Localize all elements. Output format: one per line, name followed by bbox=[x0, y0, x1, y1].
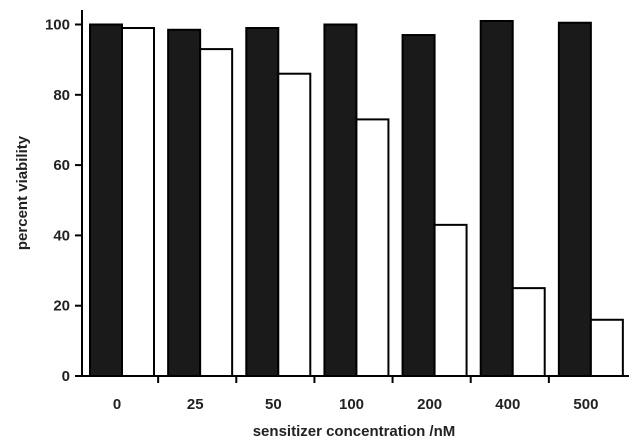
axes-layer bbox=[81, 10, 629, 377]
y-tick-label: 0 bbox=[62, 368, 70, 385]
bar-0-filled bbox=[89, 23, 123, 377]
bar-500-filled bbox=[557, 21, 592, 378]
bar-50-filled bbox=[245, 27, 280, 377]
x-tick-label-100: 100 bbox=[339, 396, 364, 413]
x-tick-label-25: 25 bbox=[187, 396, 204, 413]
bar-400-open bbox=[511, 287, 546, 377]
x-tick-label-200: 200 bbox=[417, 396, 442, 413]
y-tick-label: 80 bbox=[53, 87, 70, 104]
x-tick-label-0: 0 bbox=[113, 396, 121, 413]
bar-100-filled bbox=[323, 23, 358, 377]
y-ticks-layer: 0 20 40 60 80 100 bbox=[45, 17, 82, 385]
bar-500-open bbox=[589, 318, 624, 378]
x-axis-label: sensitizer concentration /nM bbox=[253, 423, 456, 439]
bar-100-open bbox=[355, 118, 390, 377]
y-axis-label: percent viability bbox=[14, 135, 31, 250]
bar-200-filled bbox=[401, 34, 436, 377]
bars-layer bbox=[89, 19, 624, 378]
bar-200-open bbox=[433, 223, 468, 377]
bar-25-open bbox=[199, 48, 234, 377]
x-tick-label-50: 50 bbox=[265, 396, 282, 413]
bar-50-open bbox=[277, 72, 312, 378]
x-tick-label-400: 400 bbox=[495, 396, 520, 413]
y-tick-label: 60 bbox=[53, 157, 70, 174]
y-tick-label: 40 bbox=[53, 227, 70, 244]
bar-0-open bbox=[121, 27, 155, 377]
bar-400-filled bbox=[479, 19, 514, 378]
x-ticks-layer: 0 25 50 100 200 400 500 bbox=[113, 376, 598, 413]
x-tick-label-500: 500 bbox=[573, 396, 598, 413]
y-tick-label: 20 bbox=[53, 298, 70, 315]
bar-25-filled bbox=[167, 28, 202, 378]
y-tick-label: 100 bbox=[45, 17, 70, 34]
